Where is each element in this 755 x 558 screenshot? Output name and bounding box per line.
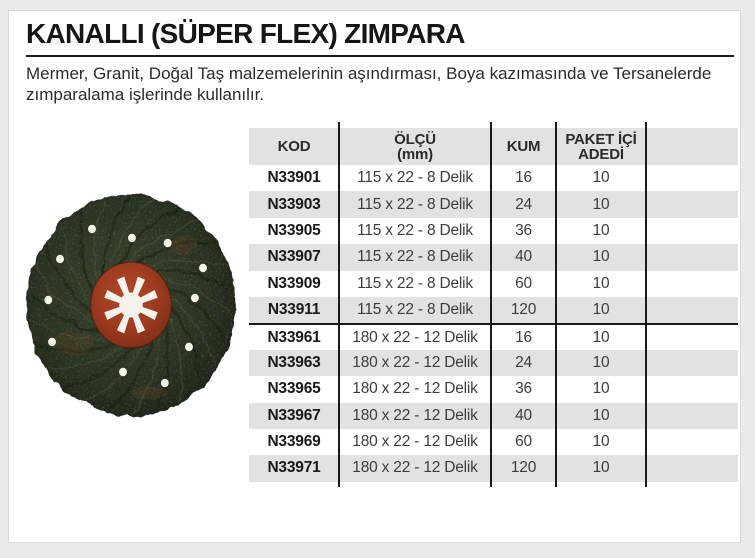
cell-empty [646, 325, 738, 349]
column-header-kum: KUM [491, 128, 556, 165]
cell-olcu: 115 x 22 - 8 Delik [357, 301, 473, 319]
cell-empty [646, 350, 738, 376]
cell-empty [646, 191, 738, 217]
table-row: N33905 115 x 22 - 8 Delik 36 10 [249, 217, 738, 245]
cell-kum: 36 [515, 221, 532, 239]
cell-kum: 60 [515, 274, 532, 292]
cell-olcu: 115 x 22 - 8 Delik [357, 221, 473, 239]
page-title: KANALLI (SÜPER FLEX) ZIMPARA [26, 18, 465, 49]
cell-kum: 120 [510, 459, 537, 477]
cell-paket-ici-adedi: 10 [592, 195, 610, 213]
cell-paket-ici-adedi: 10 [592, 380, 610, 398]
cell-olcu: 115 x 22 - 8 Delik [357, 169, 473, 187]
cell-paket-ici-adedi: 10 [592, 274, 610, 292]
cell-kod: N33903 [267, 195, 321, 213]
table-row: N33901 115 x 22 - 8 Delik 16 10 [249, 165, 738, 192]
column-header-label: PAKET İÇİ [565, 130, 637, 148]
cell-kod: N33971 [267, 459, 321, 477]
table-row: N33969 180 x 22 - 12 Delik 60 10 [249, 428, 738, 456]
cell-kum: 36 [515, 380, 532, 398]
cell-kod: N33967 [267, 406, 321, 424]
column-header-paket-ici-adedi: PAKET İÇİ ADEDİ [556, 128, 646, 165]
cell-empty [646, 455, 738, 481]
cell-kum: 40 [515, 406, 532, 424]
cell-kod: N33901 [267, 169, 321, 187]
column-header-sublabel: ADEDİ [578, 145, 624, 163]
cell-paket-ici-adedi: 10 [592, 328, 610, 346]
cell-paket-ici-adedi: 10 [592, 433, 610, 451]
cell-paket-ici-adedi: 10 [592, 221, 610, 239]
cell-olcu: 180 x 22 - 12 Delik [352, 353, 478, 371]
column-header-label: ÖLÇÜ [394, 130, 436, 148]
cell-kum: 24 [515, 195, 532, 213]
table-body: N33901 115 x 22 - 8 Delik 16 10 N33903 115 x … [249, 165, 738, 482]
cell-empty [646, 403, 738, 429]
table-row: N33963 180 x 22 - 12 Delik 24 10 [249, 349, 738, 377]
cell-kod: N33969 [267, 433, 321, 451]
cell-paket-ici-adedi: 10 [592, 169, 610, 187]
column-header-sublabel: (mm) [397, 145, 433, 163]
column-header-label: KUM [506, 138, 541, 155]
cell-olcu: 180 x 22 - 12 Delik [352, 328, 478, 346]
cell-kod: N33963 [267, 353, 321, 371]
cell-kod: N33907 [267, 248, 321, 266]
cell-empty [646, 244, 738, 270]
cell-kod: N33909 [267, 274, 321, 292]
cell-olcu: 180 x 22 - 12 Delik [352, 433, 478, 451]
cell-kum: 16 [515, 169, 532, 187]
table-row: N33909 115 x 22 - 8 Delik 60 10 [249, 270, 738, 297]
cell-kum: 24 [515, 353, 532, 371]
cell-olcu: 180 x 22 - 12 Delik [352, 380, 478, 398]
cell-kod: N33905 [267, 221, 321, 239]
cell-empty [646, 271, 738, 297]
cell-kum: 60 [515, 433, 532, 451]
cell-paket-ici-adedi: 10 [592, 406, 610, 424]
cell-kum: 120 [510, 301, 537, 319]
product-photo-sanding-disc [13, 185, 249, 425]
cell-empty [646, 297, 738, 323]
cell-olcu: 180 x 22 - 12 Delik [352, 459, 478, 477]
table-header-row: KOD ÖLÇÜ (mm) KUM PAKET İÇİ ADEDİ [249, 128, 738, 165]
product-table: KOD ÖLÇÜ (mm) KUM PAKET İÇİ ADEDİ N33901… [249, 122, 738, 487]
cell-paket-ici-adedi: 10 [592, 248, 610, 266]
cell-empty [646, 165, 738, 191]
title-divider [26, 55, 734, 57]
column-header-kod: KOD [249, 128, 339, 165]
cell-paket-ici-adedi: 10 [592, 459, 610, 477]
cell-kod: N33961 [267, 328, 321, 346]
table-row: N33911 115 x 22 - 8 Delik 120 10 [249, 296, 738, 324]
column-header-empty [646, 128, 738, 165]
cell-kum: 16 [515, 328, 532, 346]
cell-olcu: 115 x 22 - 8 Delik [357, 195, 473, 213]
column-header-olcu: ÖLÇÜ (mm) [339, 128, 491, 165]
cell-kod: N33911 [267, 301, 321, 319]
catalog-card: KANALLI (SÜPER FLEX) ZIMPARA Mermer, Gra… [8, 10, 741, 543]
cell-paket-ici-adedi: 10 [592, 353, 610, 371]
table-row: N33971 180 x 22 - 12 Delik 120 10 [249, 455, 738, 482]
cell-paket-ici-adedi: 10 [592, 301, 610, 319]
cell-olcu: 115 x 22 - 8 Delik [357, 274, 473, 292]
product-description: Mermer, Granit, Doğal Taş malzemelerinin… [26, 64, 712, 104]
table-row: N33907 115 x 22 - 8 Delik 40 10 [249, 244, 738, 271]
cell-olcu: 115 x 22 - 8 Delik [357, 248, 473, 266]
cell-empty [646, 218, 738, 244]
table-row: N33967 180 x 22 - 12 Delik 40 10 [249, 402, 738, 429]
table-row: N33961 180 x 22 - 12 Delik 16 10 [249, 323, 738, 350]
sanding-disc-image [26, 194, 236, 416]
cell-olcu: 180 x 22 - 12 Delik [352, 406, 478, 424]
cell-kum: 40 [515, 248, 532, 266]
cell-empty [646, 376, 738, 402]
cell-empty [646, 429, 738, 455]
table-row: N33903 115 x 22 - 8 Delik 24 10 [249, 191, 738, 218]
cell-kod: N33965 [267, 380, 321, 398]
table-row: N33965 180 x 22 - 12 Delik 36 10 [249, 376, 738, 403]
column-header-label: KOD [277, 138, 311, 155]
